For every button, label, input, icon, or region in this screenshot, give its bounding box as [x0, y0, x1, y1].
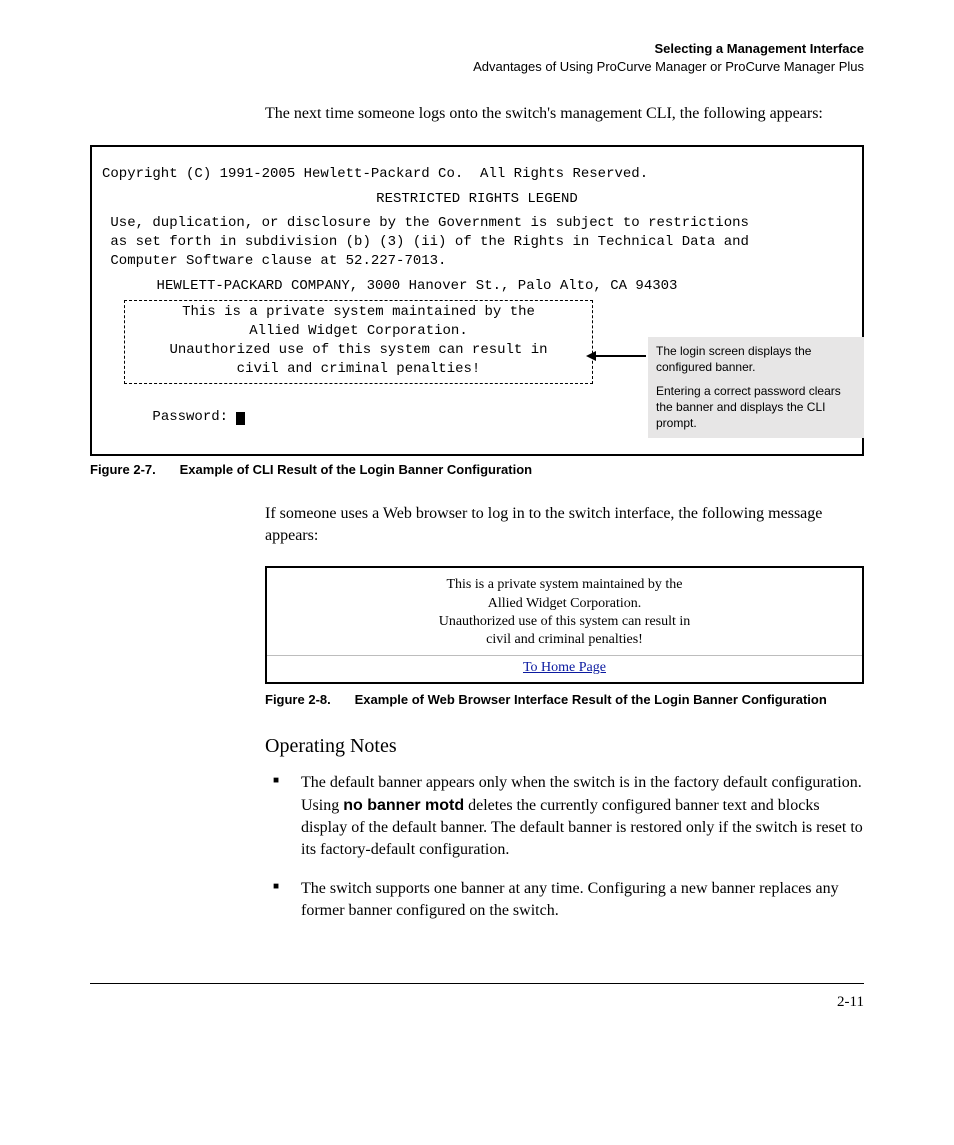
- web-banner-line: Allied Widget Corporation.: [277, 595, 852, 613]
- web-banner-text: This is a private system maintained by t…: [267, 568, 862, 656]
- note-bold: no banner motd: [343, 797, 464, 814]
- list-item: The default banner appears only when the…: [265, 772, 864, 862]
- caption-text: Example of CLI Result of the Login Banne…: [180, 462, 532, 477]
- mid-paragraph: If someone uses a Web browser to log in …: [265, 503, 864, 546]
- page-header: Selecting a Management Interface Advanta…: [90, 40, 864, 75]
- cli-banner-box: This is a private system maintained by t…: [124, 300, 593, 384]
- figure-callout: The login screen displays the configured…: [648, 337, 864, 438]
- arrow-left-icon: [588, 355, 646, 357]
- figure-2-8-caption: Figure 2-8. Example of Web Browser Inter…: [265, 692, 864, 707]
- cli-legend-title: RESTRICTED RIGHTS LEGEND: [102, 190, 852, 209]
- operating-notes-list: The default banner appears only when the…: [265, 772, 864, 922]
- caption-text: Example of Web Browser Interface Result …: [355, 692, 827, 707]
- figure-2-7-box: Copyright (C) 1991-2005 Hewlett-Packard …: [90, 145, 864, 457]
- figure-2-7-caption: Figure 2-7. Example of CLI Result of the…: [90, 462, 864, 477]
- password-label: Password:: [152, 409, 236, 425]
- operating-notes-heading: Operating Notes: [265, 735, 864, 758]
- home-page-link[interactable]: To Home Page: [523, 660, 606, 675]
- cli-address: HEWLETT-PACKARD COMPANY, 3000 Hanover St…: [102, 277, 852, 296]
- intro-paragraph: The next time someone logs onto the swit…: [265, 103, 864, 125]
- web-banner-line: civil and criminal penalties!: [277, 631, 852, 649]
- cursor-icon: [236, 412, 245, 425]
- callout-text: The login screen displays the configured…: [656, 343, 856, 375]
- callout-text: Entering a correct password clears the b…: [656, 383, 856, 432]
- caption-label: Figure 2-8.: [265, 692, 351, 707]
- cli-copyright: Copyright (C) 1991-2005 Hewlett-Packard …: [102, 165, 852, 184]
- list-item: The switch supports one banner at any ti…: [265, 878, 864, 923]
- page-number: 2-11: [90, 994, 864, 1011]
- cli-banner-line: Unauthorized use of this system can resu…: [131, 341, 586, 360]
- web-banner-line: Unauthorized use of this system can resu…: [277, 613, 852, 631]
- caption-label: Figure 2-7.: [90, 462, 176, 477]
- footer-rule: [90, 983, 864, 984]
- cli-banner-line: civil and criminal penalties!: [131, 360, 586, 379]
- header-subtitle: Advantages of Using ProCurve Manager or …: [90, 58, 864, 76]
- web-banner-line: This is a private system maintained by t…: [277, 576, 852, 594]
- cli-banner-line: Allied Widget Corporation.: [131, 322, 586, 341]
- figure-2-8-box: This is a private system maintained by t…: [265, 566, 864, 684]
- cli-legend-body: Use, duplication, or disclosure by the G…: [102, 214, 852, 271]
- cli-banner-line: This is a private system maintained by t…: [131, 303, 586, 322]
- header-title: Selecting a Management Interface: [90, 40, 864, 58]
